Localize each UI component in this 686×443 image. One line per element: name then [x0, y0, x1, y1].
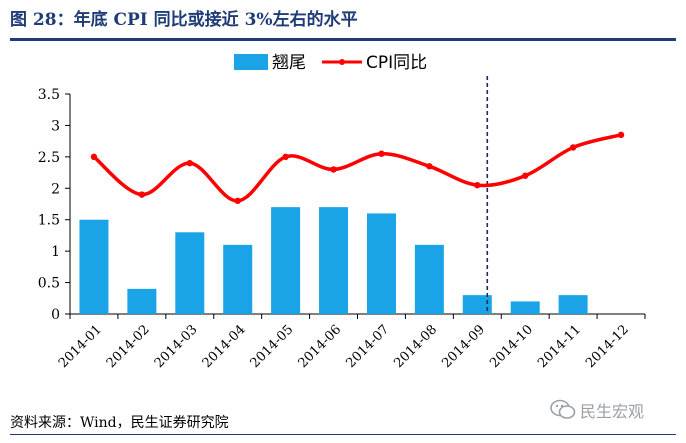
x-tick-label: 2014-06	[296, 322, 345, 371]
cpi-point-2014-06	[330, 166, 337, 173]
cpi-point-2014-11	[569, 144, 577, 151]
x-tick-label: 2014-03	[152, 322, 201, 371]
y-tick-label: 2.5	[38, 150, 60, 166]
cpi-point-2014-09	[474, 181, 481, 189]
chat-bubble-icon	[550, 399, 576, 419]
x-tick-label: 2014-07	[343, 322, 392, 371]
axes: 0 0.5 1 1.5 2 2.5 3 3.5	[38, 87, 646, 323]
x-tick-label: 2014-10	[487, 322, 536, 371]
x-tick-label: 2014-02	[104, 322, 153, 371]
bar-2014-10	[510, 301, 540, 314]
title-divider	[10, 38, 676, 41]
bar-2014-05	[271, 207, 301, 314]
source-note: 资料来源：Wind，民生证券研究院	[10, 415, 229, 431]
x-tick-label: 2014-04	[200, 322, 249, 371]
y-tick-label: 1	[51, 244, 60, 260]
legend-line-marker	[339, 59, 345, 65]
figure-title: 图 28：年底 CPI 同比或接近 3%左右的水平	[10, 10, 358, 30]
cpi-point-2014-08	[426, 163, 433, 170]
cpi-point-2014-02	[138, 191, 146, 198]
legend-bar-label: 翘尾	[272, 53, 306, 73]
y-tick-label: 3	[51, 118, 60, 134]
cpi-point-2014-10	[522, 172, 529, 179]
bar-2014-08	[414, 244, 444, 314]
cpi-point-2014-01	[90, 153, 98, 161]
y-tick-label: 0	[51, 307, 60, 323]
x-tick-label: 2014-05	[248, 322, 297, 371]
x-tick-label: 2014-01	[56, 322, 105, 371]
x-tick-label: 2014-08	[391, 322, 440, 371]
cpi-line-group	[90, 131, 625, 205]
cpi-line	[92, 133, 622, 203]
bar-2014-01	[79, 219, 109, 314]
y-tick-label: 3.5	[38, 87, 60, 103]
cpi-point-2014-12	[617, 131, 625, 139]
y-tick-label: 1.5	[38, 213, 60, 229]
bar-2014-07	[366, 213, 396, 314]
legend-bar-swatch	[234, 54, 268, 70]
cpi-point-2014-04	[234, 197, 241, 205]
cpi-point-2014-05	[282, 153, 289, 161]
bar-2014-11	[558, 295, 588, 314]
x-tick-label: 2014-12	[583, 322, 632, 371]
bar-2014-02	[127, 288, 157, 314]
bar-2014-06	[319, 207, 349, 314]
bottom-divider	[10, 434, 676, 435]
bars	[79, 76, 588, 314]
bar-2014-03	[175, 232, 205, 314]
bar-2014-09	[462, 295, 492, 314]
y-tick-label: 0.5	[38, 276, 60, 292]
x-tick-label: 2014-09	[439, 322, 488, 371]
x-tick-labels: 2014-01 2014-02 2014-03 2014-04 2014-05 2014-…	[56, 322, 632, 371]
y-tick-label: 2	[51, 181, 60, 197]
cpi-point-2014-07	[378, 150, 385, 157]
bar-2014-04	[223, 244, 253, 314]
cpi-point-2014-03	[186, 159, 193, 167]
chart: 翘尾 CPI同比 0 0.5 1 1.5 2 2.5 3 3.5 2014-01 2014-02…	[38, 53, 646, 371]
watermark: 民生宏观	[550, 398, 644, 422]
watermark-text: 民生宏观	[580, 402, 645, 421]
x-tick-label: 2014-11	[535, 322, 584, 371]
legend: 翘尾 CPI同比	[234, 53, 427, 73]
legend-line-label: CPI同比	[366, 53, 427, 73]
